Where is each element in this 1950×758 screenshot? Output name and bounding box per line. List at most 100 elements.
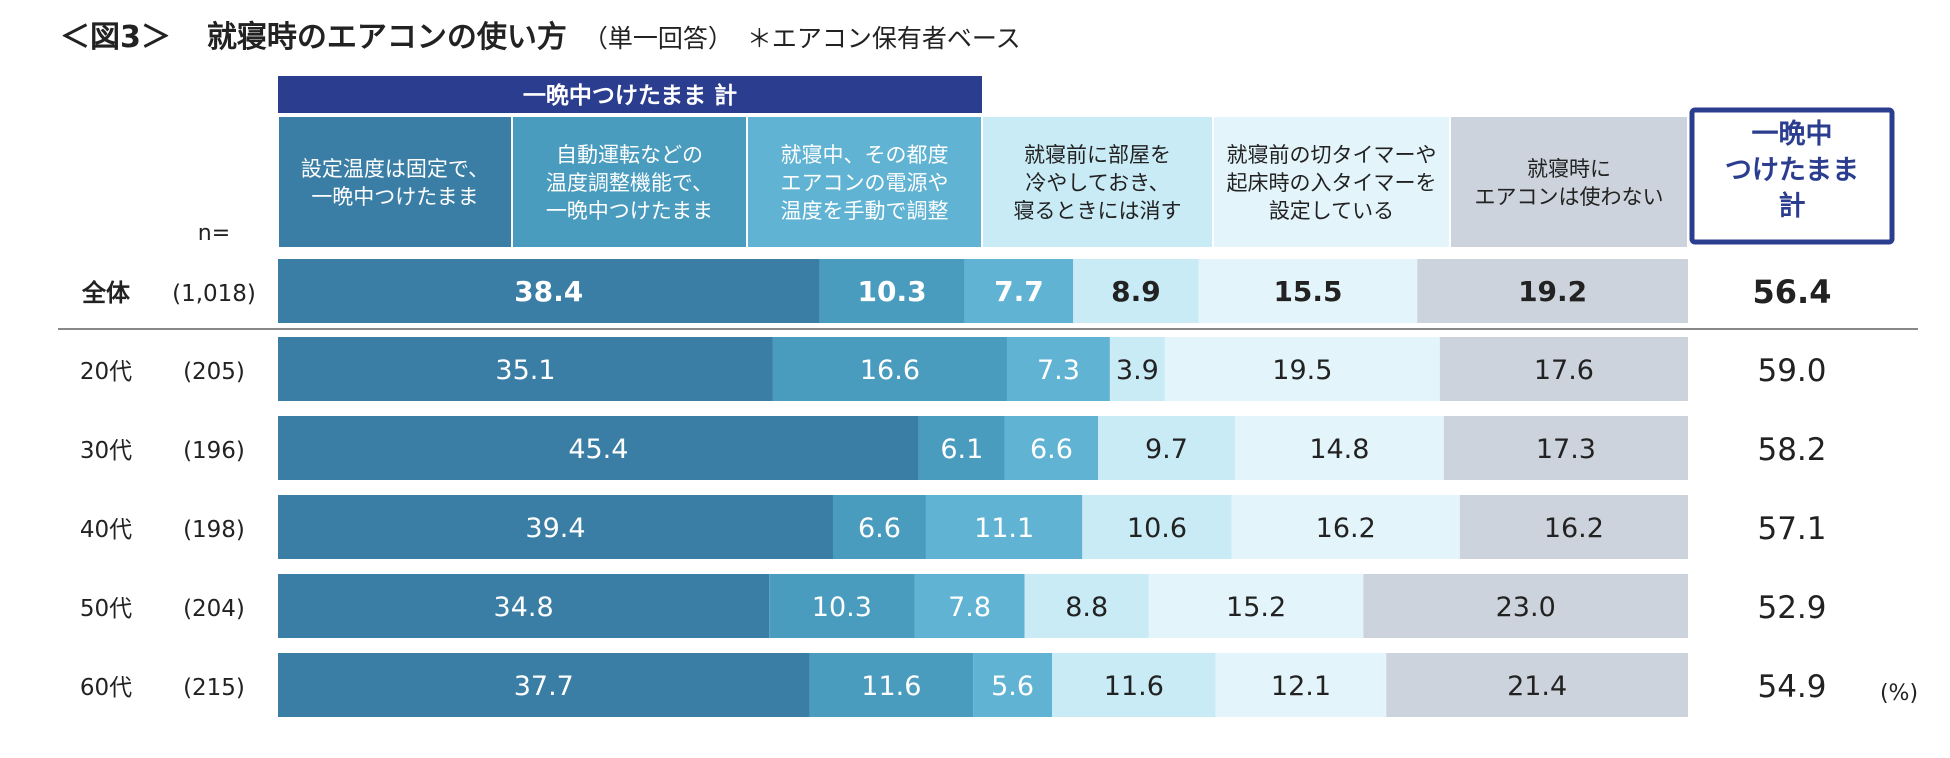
bar-segment xyxy=(1443,416,1688,480)
row-n-label: (1,018) xyxy=(172,281,256,307)
bar-segment xyxy=(964,259,1074,323)
bar-segment xyxy=(1082,495,1232,559)
data-label: 16.2 xyxy=(1316,513,1376,544)
series-header-label: エアコンの電源や xyxy=(781,171,949,195)
series-header-label: 起床時の入タイマーを xyxy=(1227,171,1437,195)
chart-title: ＜図3＞ 就寝時のエアコンの使い方 （単一回答） ＊エアコン保有者ベース xyxy=(60,12,1021,62)
data-label: 39.4 xyxy=(525,513,585,544)
bar-segment xyxy=(1215,653,1387,717)
bar-segment xyxy=(1004,416,1099,480)
data-label: 37.7 xyxy=(514,671,574,702)
data-label: 17.6 xyxy=(1534,355,1594,386)
data-label: 16.6 xyxy=(860,355,920,386)
data-label: 6.6 xyxy=(858,513,901,544)
data-label: 7.7 xyxy=(994,275,1044,308)
group-header-band xyxy=(278,76,982,113)
bar-segment xyxy=(278,337,773,401)
bar-segment xyxy=(769,574,915,638)
data-label: 21.4 xyxy=(1507,671,1567,702)
data-label: 10.6 xyxy=(1127,513,1187,544)
row-label: 全体 xyxy=(81,279,131,307)
total-header-box xyxy=(1689,107,1895,245)
series-header-label: 就寝前の切タイマーや xyxy=(1227,143,1437,167)
data-label: 11.6 xyxy=(1104,671,1164,702)
data-label: 10.3 xyxy=(812,592,872,623)
bar-segment xyxy=(1052,653,1216,717)
row-n-label: (215) xyxy=(183,675,245,701)
bar-segment xyxy=(1098,416,1235,480)
figure-label: ＜図3＞ xyxy=(60,20,171,55)
row-label: 20代 xyxy=(80,359,132,385)
title-main: 就寝時のエアコンの使い方 xyxy=(206,20,567,55)
row-label: 50代 xyxy=(80,596,132,622)
title-sub: （単一回答） xyxy=(582,24,733,53)
series-header-label: エアコンは使わない xyxy=(1475,185,1664,209)
bar-segment xyxy=(914,574,1025,638)
series-header-label: 就寝中、その都度 xyxy=(781,143,949,167)
data-label: 7.8 xyxy=(948,592,991,623)
bar-segment xyxy=(832,495,926,559)
data-label: 9.7 xyxy=(1145,434,1188,465)
bar-segment xyxy=(1073,259,1199,323)
data-label: 16.2 xyxy=(1544,513,1604,544)
data-label: 15.2 xyxy=(1226,592,1286,623)
series-header-label: 寝るときには消す xyxy=(1014,199,1182,223)
bar-segment xyxy=(1459,495,1688,559)
row-label: 60代 xyxy=(80,675,132,701)
data-label: 8.9 xyxy=(1111,275,1161,308)
row-n-label: (198) xyxy=(183,517,245,543)
data-label: 45.4 xyxy=(568,434,628,465)
series-header-cell xyxy=(983,117,1212,247)
data-label: 10.3 xyxy=(858,275,927,308)
row-label: 40代 xyxy=(80,517,132,543)
total-value: 59.0 xyxy=(1757,353,1826,389)
bar-segment xyxy=(1024,574,1149,638)
bar-segment xyxy=(1109,337,1165,401)
data-label: 5.6 xyxy=(991,671,1034,702)
row-label: 30代 xyxy=(80,438,132,464)
data-label: 34.8 xyxy=(494,592,554,623)
n-label: n= xyxy=(198,221,230,246)
series-header-cell xyxy=(1451,117,1687,247)
series-header-cell xyxy=(1214,117,1449,247)
total-header-label: 一晩中 xyxy=(1752,119,1833,150)
series-header-cell xyxy=(279,117,511,247)
bar-segment xyxy=(1234,416,1444,480)
data-label: 19.2 xyxy=(1518,275,1587,308)
bar-segment xyxy=(1164,337,1440,401)
bar-segment xyxy=(973,653,1053,717)
bar-segment xyxy=(1198,259,1418,323)
title-note: ＊エアコン保有者ベース xyxy=(746,24,1021,53)
series-header-label: 温度を手動で調整 xyxy=(781,199,949,223)
bar-segment xyxy=(772,337,1007,401)
series-header-label: 就寝前に部屋を xyxy=(1024,143,1171,167)
data-label: 38.4 xyxy=(514,275,583,308)
total-value: 57.1 xyxy=(1757,511,1826,547)
bar-segment xyxy=(1439,337,1688,401)
bar-segment xyxy=(819,259,965,323)
total-value: 58.2 xyxy=(1757,432,1826,468)
group-header-label: 一晩中つけたまま 計 xyxy=(523,82,737,109)
unit-label: (%) xyxy=(1880,681,1918,706)
series-header-label: 一晩中つけたまま xyxy=(546,199,713,223)
total-header-label: つけたまま xyxy=(1725,155,1859,186)
series-header-label: 冷やしておき、 xyxy=(1025,171,1169,195)
series-header-label: 設定している xyxy=(1269,199,1394,223)
data-label: 11.1 xyxy=(974,513,1034,544)
bar-segment xyxy=(278,495,833,559)
series-header-label: 自動運転などの xyxy=(556,143,703,167)
bar-segment xyxy=(1363,574,1688,638)
bar-segment xyxy=(278,653,810,717)
bar-segment xyxy=(278,259,820,323)
bar-segment xyxy=(1386,653,1688,717)
data-label: 8.8 xyxy=(1065,592,1108,623)
bar-segment xyxy=(1006,337,1110,401)
total-header-label: 計 xyxy=(1779,190,1806,222)
total-value: 54.9 xyxy=(1757,669,1826,705)
total-value: 56.4 xyxy=(1753,273,1832,311)
data-label: 14.8 xyxy=(1309,434,1369,465)
bar-segment xyxy=(809,653,974,717)
bar-segment xyxy=(1231,495,1460,559)
data-label: 12.1 xyxy=(1271,671,1331,702)
bar-segment xyxy=(278,416,919,480)
